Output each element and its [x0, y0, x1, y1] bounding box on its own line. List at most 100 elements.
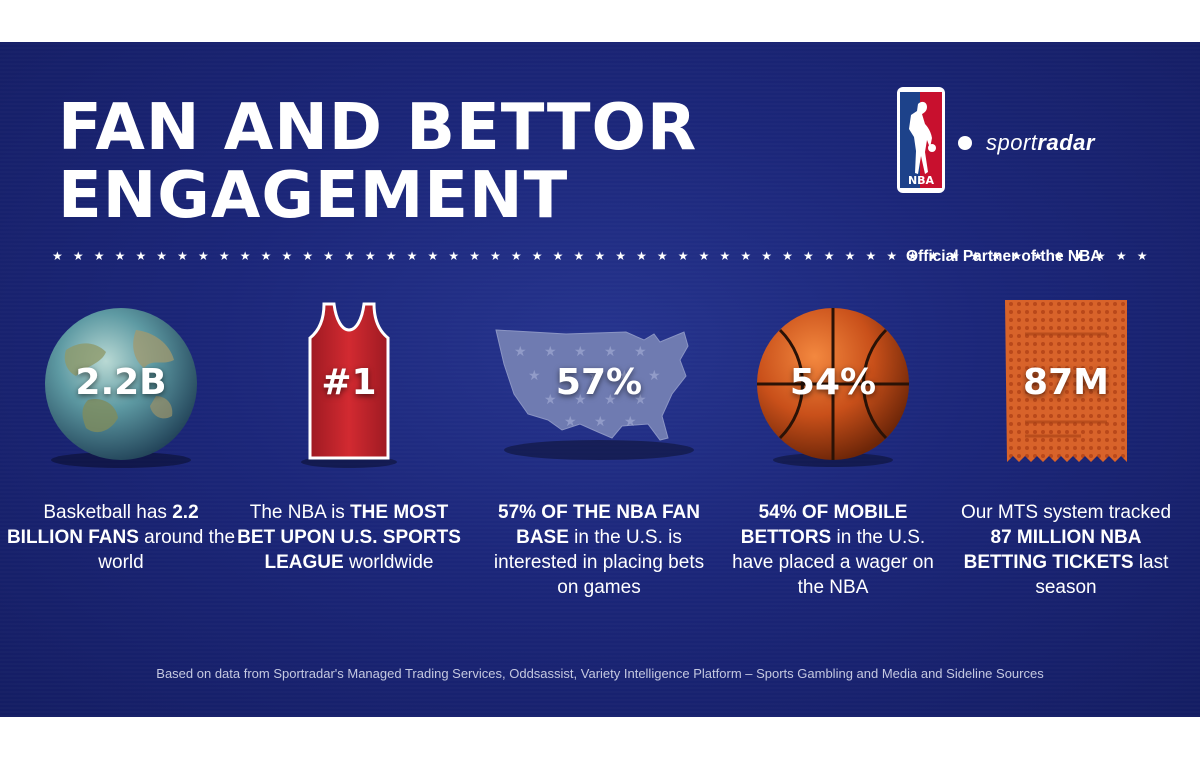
partner-logos: NBA sportradar Official Partner of the N…	[896, 86, 1146, 271]
svg-text:★: ★	[594, 414, 607, 430]
divider-star-icon: ★	[302, 249, 314, 263]
divider-star-icon: ★	[552, 249, 564, 263]
divider-star-icon: ★	[677, 249, 689, 263]
svg-text:★: ★	[624, 414, 637, 430]
stat-value: 54%	[789, 362, 877, 403]
svg-text:★: ★	[634, 392, 647, 408]
globe-icon	[45, 308, 197, 468]
stat-value: 57%	[555, 362, 643, 403]
svg-text:★: ★	[634, 344, 647, 360]
infographic-banner: FAN AND BETTOR ENGAGEMENT NBA sportradar…	[0, 42, 1200, 717]
desc-text: The NBA is	[249, 502, 351, 523]
svg-text:★: ★	[544, 392, 557, 408]
stat-description: The NBA is THE MOST BET UPON U.S. SPORTS…	[234, 500, 464, 575]
divider-star-icon: ★	[1136, 249, 1148, 263]
svg-text:★: ★	[528, 368, 541, 384]
divider-star-icon: ★	[990, 249, 1002, 263]
separator-dot	[958, 136, 972, 150]
desc-highlight: THE MOST BET UPON U.S. SPORTS LEAGUE	[237, 502, 461, 573]
divider-star-icon: ★	[1074, 249, 1085, 263]
divider-star-icon: ★	[177, 249, 188, 263]
divider-star-icon: ★	[52, 249, 63, 263]
divider-star-icon: ★	[490, 249, 501, 263]
divider-star-icon: ★	[1094, 249, 1106, 263]
divider-star-icon: ★	[510, 249, 522, 263]
source-footnote: Based on data from Sportradar's Managed …	[156, 666, 1044, 681]
desc-highlight: 2.2 BILLION FANS	[6, 502, 199, 548]
divider-star-icon: ★	[782, 249, 793, 263]
sportradar-logo-light: sport	[986, 130, 1038, 155]
desc-text: in the U.S. is interested in placing bet…	[493, 527, 705, 598]
svg-text:★: ★	[618, 368, 631, 384]
stat-betting-tickets: 87M Our MTS system tracked 87 MILLION NB…	[951, 300, 1181, 600]
stat-value: #1	[321, 362, 377, 403]
jersey-icon	[301, 302, 397, 468]
divider-star-icon: ★	[281, 249, 293, 263]
stat-league-rank: #1 The NBA is THE MOST BET UPON U.S. SPO…	[234, 300, 464, 575]
page-title: FAN AND BETTOR ENGAGEMENT	[58, 94, 738, 230]
divider-star-icon: ★	[886, 249, 898, 263]
svg-text:★: ★	[514, 344, 527, 360]
svg-text:★: ★	[588, 368, 601, 384]
svg-text:★: ★	[574, 392, 587, 408]
divider-star-icon: ★	[865, 249, 877, 263]
divider-star-icon: ★	[114, 249, 126, 263]
divider-star-icon: ★	[740, 249, 752, 263]
divider-star-icon: ★	[656, 249, 668, 263]
sportradar-logo-bold: radar	[1037, 130, 1095, 155]
star-divider: ★ ★ ★ ★ ★ ★ ★ ★ ★ ★ ★ ★ ★ ★ ★ ★ ★ ★ ★ ★ ★ ★ ★ ★ ★ ★ ★ ★ ★ ★ ★ ★ ★ ★ ★ ★ ★ ★ ★ ★…	[52, 250, 1148, 262]
divider-star-icon: ★	[323, 249, 334, 263]
divider-star-icon: ★	[907, 249, 918, 263]
divider-star-icon: ★	[218, 249, 230, 263]
nba-logo-icon: NBA	[897, 87, 945, 193]
divider-star-icon: ★	[928, 249, 939, 263]
divider-star-icon: ★	[239, 249, 251, 263]
svg-text:★: ★	[564, 414, 577, 430]
svg-text:★: ★	[558, 368, 571, 384]
divider-star-icon: ★	[948, 249, 960, 263]
divider-star-icon: ★	[156, 249, 168, 263]
svg-text:★: ★	[544, 344, 557, 360]
svg-text:★: ★	[604, 344, 617, 360]
divider-star-icon: ★	[802, 249, 814, 263]
divider-star-icon: ★	[135, 249, 147, 263]
divider-star-icon: ★	[969, 249, 981, 263]
svg-text:★: ★	[648, 368, 661, 384]
title-line-2: ENGAGEMENT	[58, 159, 569, 233]
desc-text: last season	[1035, 552, 1169, 598]
stat-description: 54% OF MOBILE BETTORS in the U.S. have p…	[718, 500, 948, 600]
divider-star-icon: ★	[260, 249, 272, 263]
divider-star-icon: ★	[573, 249, 585, 263]
desc-highlight: 87 MILLION NBA BETTING TICKETS	[963, 527, 1142, 573]
desc-text: worldwide	[343, 552, 434, 573]
divider-star-icon: ★	[615, 249, 626, 263]
desc-text: around the world	[98, 527, 236, 573]
stat-fan-interest: ★ ★ ★ ★ ★ ★ ★ ★ ★ ★ ★ ★ ★ ★ ★ ★ ★ 57% 57% OF THE NBA …	[484, 300, 714, 600]
divider-star-icon: ★	[844, 249, 856, 263]
svg-text:★: ★	[604, 392, 617, 408]
stat-description: Basketball has 2.2 BILLION FANS around t…	[6, 500, 236, 575]
divider-star-icon: ★	[698, 249, 710, 263]
partner-caption: Official Partner of the NBA	[906, 248, 1102, 265]
betting-ticket-icon	[1005, 300, 1127, 462]
divider-star-icon: ★	[1053, 249, 1065, 263]
stat-description: 57% OF THE NBA FAN BASE in the U.S. is i…	[484, 500, 714, 600]
divider-star-icon: ★	[636, 249, 647, 263]
divider-star-icon: ★	[761, 249, 772, 263]
divider-star-icon: ★	[93, 249, 105, 263]
stat-description: Our MTS system tracked 87 MILLION NBA BE…	[951, 500, 1181, 600]
nba-logo-text: NBA	[908, 174, 935, 187]
divider-star-icon: ★	[448, 249, 460, 263]
divider-star-icon: ★	[823, 249, 835, 263]
divider-star-icon: ★	[1115, 249, 1127, 263]
divider-star-icon: ★	[427, 249, 439, 263]
stat-value: 2.2B	[75, 362, 167, 403]
divider-star-icon: ★	[385, 249, 397, 263]
desc-highlight: 57% OF THE NBA FAN BASE	[498, 502, 700, 548]
svg-text:★: ★	[574, 344, 587, 360]
divider-star-icon: ★	[198, 249, 209, 263]
sportradar-logo: sportradar	[986, 130, 1095, 156]
divider-star-icon: ★	[1011, 249, 1023, 263]
desc-highlight: 54% OF MOBILE BETTORS	[740, 502, 908, 548]
divider-star-icon: ★	[719, 249, 731, 263]
